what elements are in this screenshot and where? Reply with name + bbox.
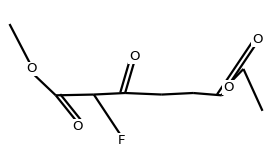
Text: O: O <box>223 81 234 94</box>
Text: O: O <box>26 62 36 75</box>
Text: O: O <box>129 50 140 63</box>
Text: F: F <box>117 134 125 147</box>
Text: O: O <box>72 120 83 133</box>
Text: O: O <box>252 33 262 46</box>
